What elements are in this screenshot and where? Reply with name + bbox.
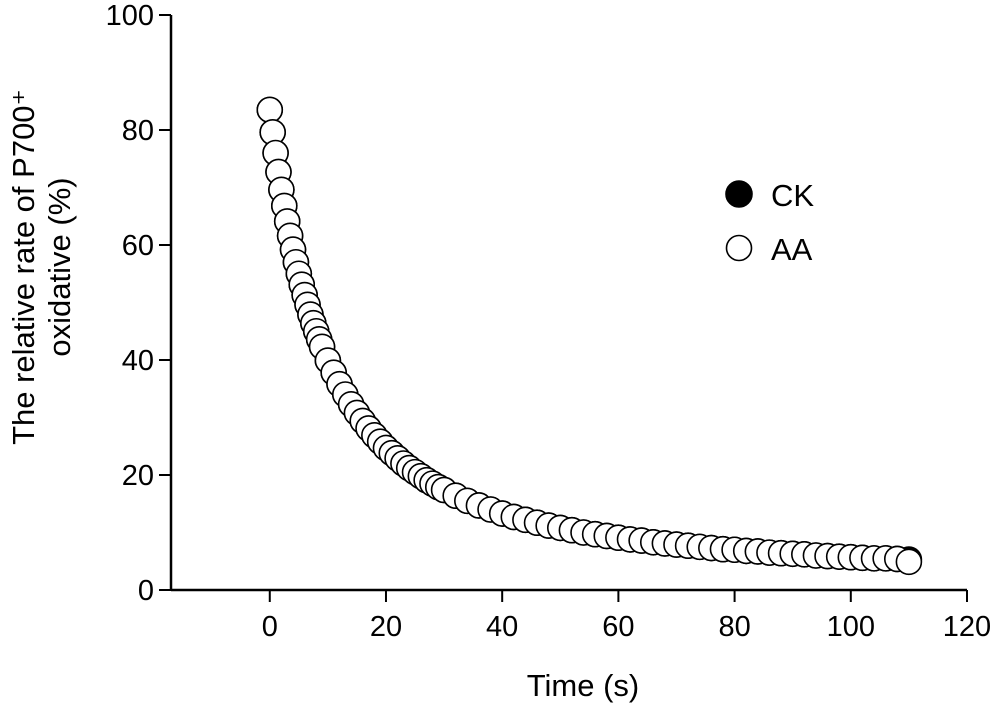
legend: CK AA	[725, 178, 814, 267]
x-tick-label: 40	[486, 611, 518, 643]
y-tick-label: 0	[138, 575, 154, 607]
y-tick-label: 20	[122, 460, 154, 492]
y-axis-title-line1: The relative rate of P700⁺	[6, 89, 41, 445]
x-tick-label: 20	[370, 611, 402, 643]
legend-label-aa: AA	[771, 232, 813, 267]
x-tick-label: 120	[943, 611, 991, 643]
x-tick-label: 80	[718, 611, 750, 643]
x-tick-label: 100	[827, 611, 875, 643]
y-axis-title-line2: oxidative (%)	[42, 177, 77, 356]
y-axis-ticks: 0 20 40 60 80 100	[106, 0, 171, 607]
legend-item-ck: CK	[725, 178, 814, 213]
x-tick-label: 60	[602, 611, 634, 643]
y-tick-label: 60	[122, 230, 154, 262]
legend-label-ck: CK	[771, 178, 814, 213]
plot-area: 0 20 40 60 80 100 0 20 40 60 80 100 120	[106, 0, 992, 643]
series-aa-points	[256, 96, 923, 576]
data-point-aa	[895, 548, 923, 576]
x-axis-ticks: 0 20 40 60 80 100 120	[262, 590, 991, 643]
data-point-aa	[256, 96, 284, 124]
x-tick-label: 0	[262, 611, 278, 643]
y-axis-title: The relative rate of P700⁺ oxidative (%)	[6, 89, 77, 445]
legend-marker-ck	[725, 180, 753, 208]
y-tick-label: 80	[122, 115, 154, 147]
y-tick-label: 40	[122, 345, 154, 377]
series-ck-points	[256, 96, 923, 573]
y-tick-label: 100	[106, 0, 154, 32]
legend-item-aa: AA	[725, 232, 813, 267]
legend-marker-aa	[725, 234, 753, 262]
x-axis-title: Time (s)	[527, 668, 640, 703]
